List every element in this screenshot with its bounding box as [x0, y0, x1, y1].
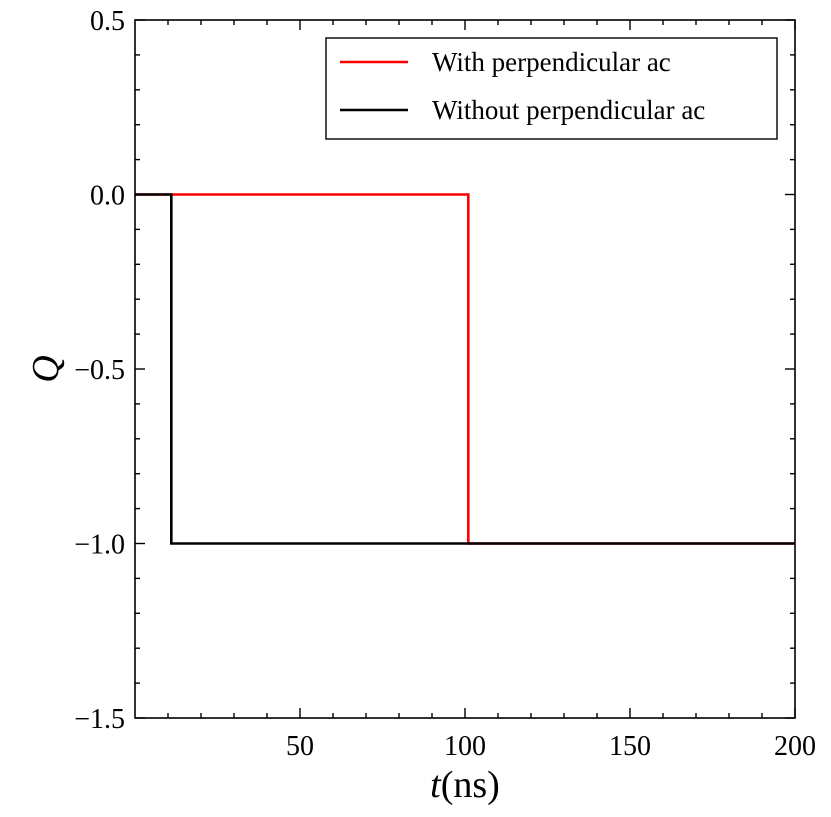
x-tick-label: 200	[774, 731, 816, 762]
legend-label-without-ac: Without perpendicular ac	[432, 95, 705, 125]
x-axis-label: t(ns)	[430, 764, 500, 806]
y-tick-label: 0.5	[90, 6, 125, 37]
x-tick-label: 50	[286, 731, 314, 762]
legend-box	[325, 37, 778, 140]
x-axis-unit: (ns)	[441, 764, 500, 806]
tick-layer	[135, 19, 796, 719]
y-tick-label: 0.0	[90, 181, 125, 212]
series-line-0	[135, 193, 795, 545]
y-tick-label: −1.5	[74, 704, 125, 735]
tick-label-layer: 50 100 150 200 0.5 0.0 −0.5 −1.0 −1.5	[74, 6, 816, 762]
y-axis-label: Q	[25, 355, 67, 382]
legend: With perpendicular ac Without perpendicu…	[325, 37, 778, 140]
legend-label-with-ac: With perpendicular ac	[432, 47, 671, 77]
x-tick-label: 100	[444, 731, 486, 762]
series-line-1	[135, 193, 795, 545]
x-axis-variable: t	[430, 764, 442, 806]
x-tick-label: 150	[609, 731, 651, 762]
y-tick-label: −0.5	[74, 355, 125, 386]
series-layer	[135, 193, 795, 545]
y-tick-label: −1.0	[74, 530, 125, 561]
